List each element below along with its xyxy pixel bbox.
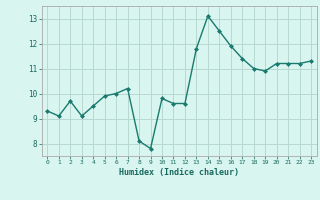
- X-axis label: Humidex (Indice chaleur): Humidex (Indice chaleur): [119, 168, 239, 177]
